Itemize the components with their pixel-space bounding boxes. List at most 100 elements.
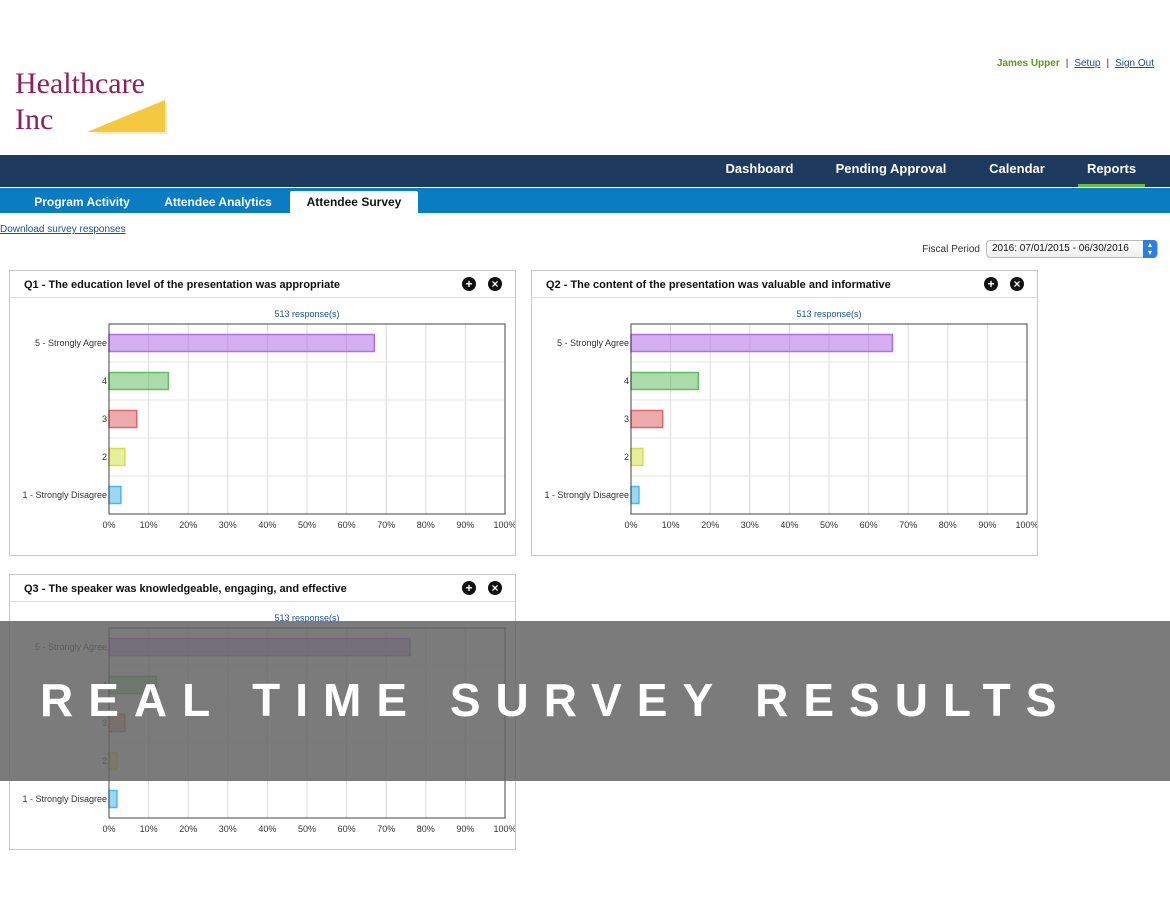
x-tick-label: 40% [780, 520, 798, 530]
promo-banner: REAL TIME SURVEY RESULTS [0, 621, 1170, 781]
plus-circle-icon[interactable]: + [984, 277, 998, 291]
bar [108, 409, 138, 429]
x-tick-label: 70% [377, 520, 395, 530]
download-survey-link[interactable]: Download survey responses [0, 224, 126, 235]
separator: | [1065, 58, 1069, 69]
x-tick-label: 10% [662, 520, 680, 530]
plus-circle-icon[interactable]: + [462, 581, 476, 595]
y-tick-label: 4 [102, 376, 107, 386]
x-tick-label: 40% [258, 520, 276, 530]
fiscal-period-label: Fiscal Period [922, 243, 980, 255]
setup-link[interactable]: Setup [1074, 58, 1101, 69]
x-tick-label: 70% [377, 824, 395, 834]
y-tick-label: 5 - Strongly Agree [557, 338, 629, 348]
close-circle-icon[interactable]: × [488, 277, 502, 291]
x-tick-label: 60% [860, 520, 878, 530]
x-tick-label: 60% [338, 520, 356, 530]
fiscal-period-control: Fiscal Period 2016: 07/01/2015 - 06/30/2… [922, 240, 1158, 258]
tab-attendee-survey[interactable]: Attendee Survey [290, 191, 418, 213]
logo-line-2: Inc [15, 103, 54, 136]
logo-line-1: Healthcare [15, 67, 145, 100]
x-tick-label: 30% [219, 520, 237, 530]
nav-dashboard[interactable]: Dashboard [725, 161, 794, 176]
x-tick-label: 20% [179, 520, 197, 530]
close-circle-icon[interactable]: × [488, 581, 502, 595]
chart-title: Q1 - The education level of the presenta… [24, 279, 341, 291]
nav-reports[interactable]: Reports [1078, 155, 1145, 187]
panel-header: Q3 - The speaker was knowledgeable, enga… [10, 575, 515, 602]
response-count: 513 response(s) [796, 309, 861, 319]
x-tick-label: 60% [338, 824, 356, 834]
y-tick-label: 3 [102, 414, 107, 424]
y-tick-label: 1 - Strongly Disagree [544, 490, 629, 500]
bar [630, 333, 894, 353]
y-tick-label: 2 [624, 452, 629, 462]
bar [630, 371, 700, 391]
y-tick-label: 4 [624, 376, 629, 386]
fiscal-period-value: 2016: 07/01/2015 - 06/30/2016 [992, 243, 1129, 254]
fiscal-period-select[interactable]: 2016: 07/01/2015 - 06/30/2016 ▴ ▾ [986, 240, 1158, 258]
x-tick-label: 80% [939, 520, 957, 530]
x-tick-label: 30% [219, 824, 237, 834]
x-tick-label: 0% [102, 824, 115, 834]
x-tick-label: 20% [179, 824, 197, 834]
y-tick-label: 2 [102, 452, 107, 462]
x-tick-label: 80% [417, 824, 435, 834]
panel-header: Q2 - The content of the presentation was… [532, 271, 1037, 298]
plus-circle-icon[interactable]: + [462, 277, 476, 291]
sub-navigation: Program Activity Attendee Analytics Atte… [0, 188, 1170, 213]
x-tick-label: 90% [456, 824, 474, 834]
x-tick-label: 50% [298, 824, 316, 834]
x-tick-label: 10% [140, 520, 158, 530]
banner-title: REAL TIME SURVEY RESULTS [40, 674, 1072, 726]
x-tick-label: 0% [102, 520, 115, 530]
plot-frame [630, 323, 1028, 515]
bar [108, 447, 126, 467]
separator: | [1106, 58, 1110, 69]
x-tick-label: 0% [624, 520, 637, 530]
y-tick-label: 3 [624, 414, 629, 424]
x-tick-label: 10% [140, 824, 158, 834]
close-circle-icon[interactable]: × [1010, 277, 1024, 291]
bar [630, 409, 664, 429]
main-navigation: Dashboard Pending Approval Calendar Repo… [0, 155, 1170, 187]
bar [108, 485, 122, 505]
sign-out-link[interactable]: Sign Out [1115, 58, 1154, 69]
tab-program-activity[interactable]: Program Activity [34, 195, 130, 209]
x-tick-label: 100% [1015, 520, 1037, 530]
chart-title: Q2 - The content of the presentation was… [546, 279, 891, 291]
bar [108, 333, 376, 353]
nav-calendar[interactable]: Calendar [989, 161, 1045, 176]
company-logo: Healthcare Inc [15, 66, 175, 138]
y-tick-label: 5 - Strongly Agree [35, 338, 107, 348]
chart-panel-q1: Q1 - The education level of the presenta… [9, 270, 516, 556]
x-tick-label: 50% [820, 520, 838, 530]
chart-panel-q2: Q2 - The content of the presentation was… [531, 270, 1038, 556]
chart-title: Q3 - The speaker was knowledgeable, enga… [24, 583, 347, 595]
bar [630, 485, 640, 505]
response-count: 513 response(s) [274, 309, 339, 319]
x-tick-label: 90% [978, 520, 996, 530]
tab-attendee-analytics[interactable]: Attendee Analytics [164, 195, 272, 209]
nav-pending-approval[interactable]: Pending Approval [835, 161, 947, 176]
x-tick-label: 40% [258, 824, 276, 834]
panel-header: Q1 - The education level of the presenta… [10, 271, 515, 298]
chart-q2: 513 response(s) 0% 10% 20% 30% 40% 50% 60% 70% 80… [544, 309, 1037, 530]
x-tick-label: 100% [493, 824, 515, 834]
bar [108, 371, 170, 391]
bar [630, 447, 644, 467]
response-count: 513 response(s) [274, 613, 339, 623]
user-name: James Upper [996, 58, 1060, 69]
updown-arrow-icon: ▴ ▾ [1143, 240, 1157, 258]
x-tick-label: 90% [456, 520, 474, 530]
x-tick-label: 30% [741, 520, 759, 530]
chart-q1: 513 response(s) 0% 10% 20% 30% 40% 50% 60% 70% 80… [22, 309, 515, 530]
x-tick-label: 70% [899, 520, 917, 530]
x-tick-label: 80% [417, 520, 435, 530]
bar [108, 789, 118, 809]
y-tick-label: 1 - Strongly Disagree [22, 794, 107, 804]
y-tick-label: 1 - Strongly Disagree [22, 490, 107, 500]
plot-frame [108, 323, 506, 515]
user-links: James Upper | Setup | Sign Out [997, 58, 1154, 69]
x-tick-label: 20% [701, 520, 719, 530]
